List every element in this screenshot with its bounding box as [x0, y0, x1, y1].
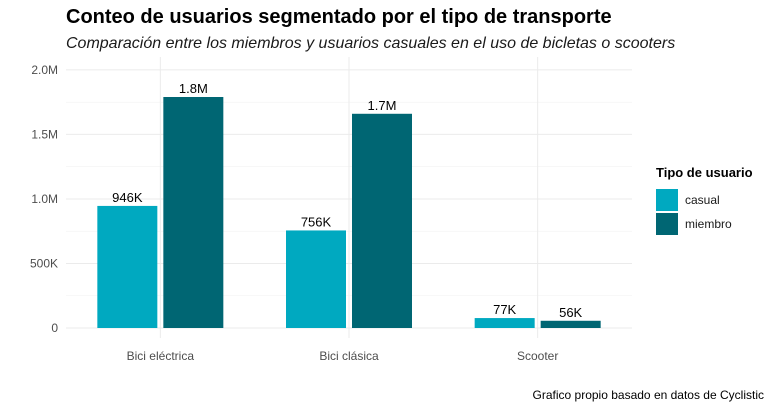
x-tick-label: Bici clásica [319, 349, 379, 363]
bar-casual [474, 318, 535, 328]
chart-subtitle: Comparación entre los miembros y usuario… [66, 35, 676, 52]
bar-miembro [540, 320, 601, 328]
data-label-casual: 946K [112, 190, 143, 205]
bar-miembro [352, 113, 412, 329]
data-label-casual: 77K [493, 302, 516, 317]
y-tick-label: 2.0M [31, 63, 58, 77]
data-label-miembro: 1.8M [179, 81, 208, 96]
data-label-casual: 756K [301, 214, 332, 229]
data-label-miembro: 1.7M [368, 98, 397, 113]
x-tick-label: Bici eléctrica [127, 349, 195, 363]
chart-title: Conteo de usuarios segmentado por el tip… [66, 6, 612, 28]
y-tick-label: 0 [51, 321, 58, 335]
x-tick-label: Scooter [517, 349, 558, 363]
legend-title: Tipo de usuario [656, 165, 753, 180]
legend-key-miembro [656, 213, 678, 235]
legend-label-casual: casual [685, 193, 720, 207]
legend-key-casual [656, 189, 678, 211]
y-tick-label: 1.5M [31, 127, 58, 141]
legend-item-miembro: miembro [656, 212, 753, 236]
chart-caption: Grafico propio basado en datos de Cyclis… [532, 388, 764, 402]
legend-label-miembro: miembro [685, 217, 732, 231]
bar-casual [286, 230, 346, 328]
y-tick-label: 500K [30, 256, 58, 270]
data-label-miembro: 56K [559, 305, 582, 320]
bar-miembro [163, 97, 224, 328]
y-tick-label: 1.0M [31, 192, 58, 206]
legend-item-casual: casual [656, 188, 753, 212]
legend: Tipo de usuario casual miembro [656, 165, 753, 236]
bar-casual [97, 205, 158, 328]
